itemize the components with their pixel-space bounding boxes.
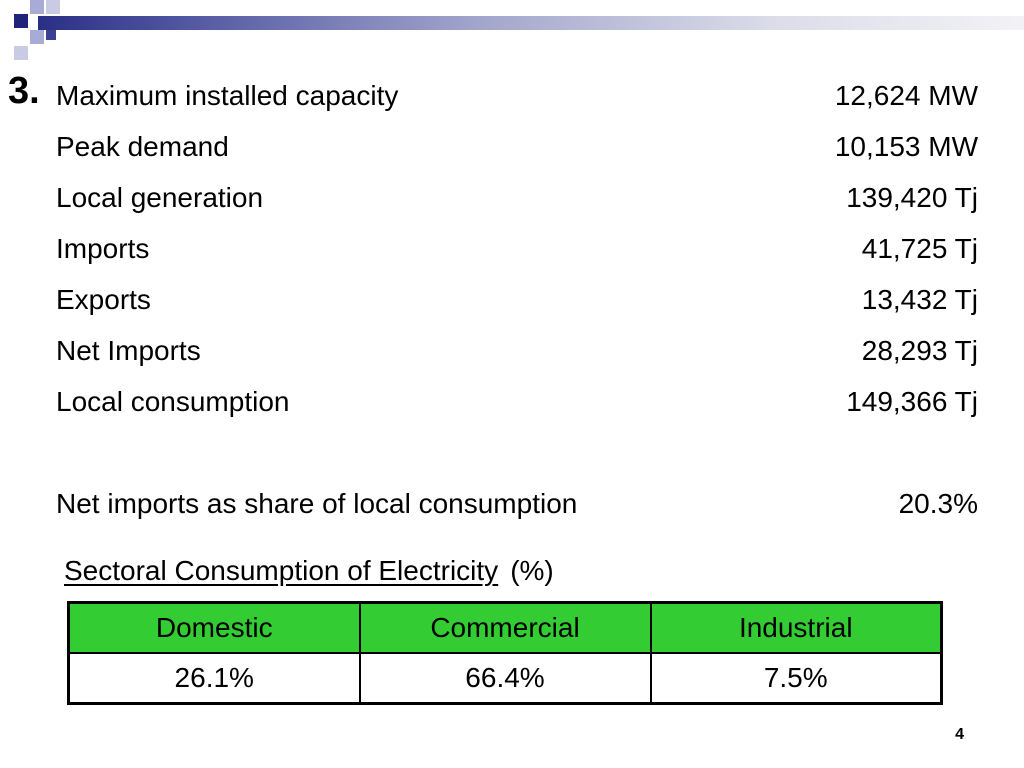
- deco-square-lavender: [30, 30, 44, 44]
- stat-label: Net Imports: [56, 335, 201, 366]
- deco-square-lavender: [14, 46, 28, 60]
- table-cell: 7.5%: [649, 652, 943, 705]
- deco-square-lavender: [46, 0, 60, 14]
- share-label: Net imports as share of local consumptio…: [56, 488, 578, 519]
- stat-label: Peak demand: [56, 131, 229, 162]
- stat-value: 149,366 Tj: [846, 386, 978, 417]
- stat-value: 10,153 MW: [834, 131, 978, 162]
- stat-row: Peak demand 10,153 MW: [56, 133, 978, 184]
- stat-row: Net Imports 28,293 Tj: [56, 337, 978, 388]
- deco-square-navy: [46, 30, 56, 40]
- deco-square-lavender: [30, 0, 44, 14]
- table-row: 26.1% 66.4% 7.5%: [67, 652, 943, 705]
- stat-label: Imports: [56, 233, 150, 264]
- stat-label: Local generation: [56, 182, 264, 213]
- sectoral-title: Sectoral Consumption of Electricity (%): [64, 557, 554, 585]
- top-gradient-bar: [38, 16, 1024, 30]
- table-header-cell: Commercial: [358, 601, 652, 654]
- table-cell: 26.1%: [67, 652, 361, 705]
- stat-value: 12,624 MW: [834, 80, 978, 111]
- table-cell: 66.4%: [358, 652, 652, 705]
- deco-square-navy: [14, 14, 28, 28]
- stat-label: Local consumption: [56, 386, 290, 417]
- stat-row: Exports 13,432 Tj: [56, 286, 978, 337]
- slide-number: 3.: [8, 70, 40, 112]
- stat-label: Exports: [56, 284, 151, 315]
- page-number: 4: [955, 726, 964, 743]
- stat-value: 41,725 Tj: [861, 233, 978, 264]
- stat-row: Local generation 139,420 Tj: [56, 184, 978, 235]
- stat-row: Imports 41,725 Tj: [56, 235, 978, 286]
- share-value: 20.3%: [898, 488, 978, 519]
- stat-value: 28,293 Tj: [861, 335, 978, 366]
- energy-stats-list: Maximum installed capacity 12,624 MW Pea…: [56, 82, 978, 541]
- sectoral-title-text: Sectoral Consumption of Electricity: [64, 555, 499, 586]
- stat-value: 13,432 Tj: [861, 284, 978, 315]
- sectoral-table: Domestic Commercial Industrial 26.1% 66.…: [67, 601, 943, 705]
- share-row: Net imports as share of local consumptio…: [56, 490, 978, 541]
- table-header-cell: Domestic: [67, 601, 361, 654]
- stat-row: Maximum installed capacity 12,624 MW: [56, 82, 978, 133]
- stat-row: Local consumption 149,366 Tj: [56, 388, 978, 439]
- stat-label: Maximum installed capacity: [56, 80, 399, 111]
- sectoral-unit: (%): [510, 555, 554, 586]
- table-header-row: Domestic Commercial Industrial: [67, 601, 943, 654]
- spacer: [56, 439, 978, 490]
- table-header-cell: Industrial: [649, 601, 943, 654]
- stat-value: 139,420 Tj: [846, 182, 978, 213]
